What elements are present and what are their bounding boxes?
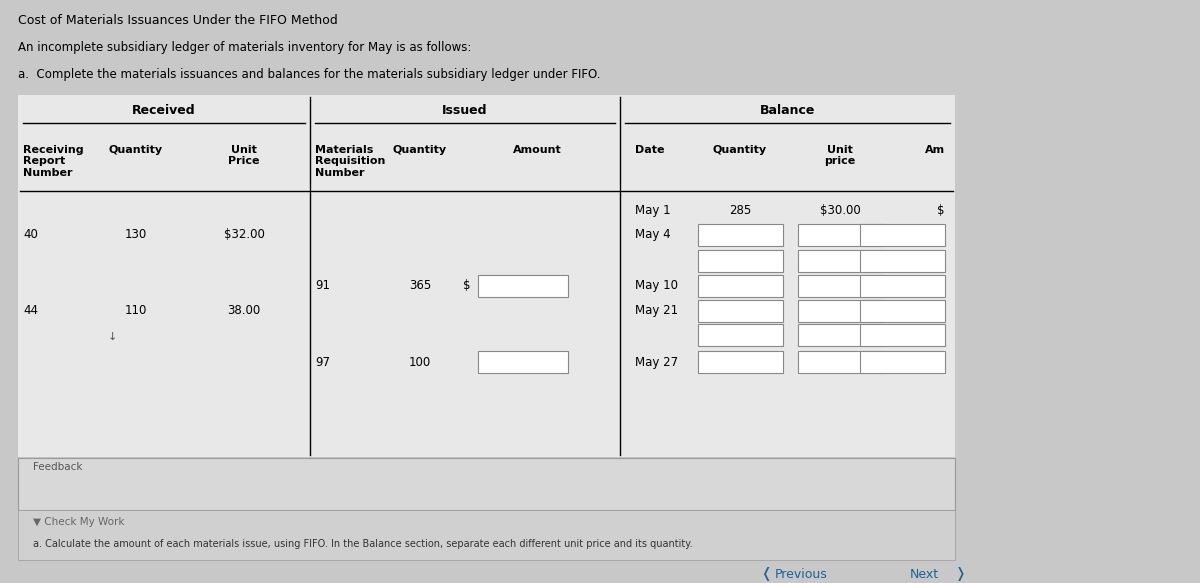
FancyBboxPatch shape <box>478 275 568 297</box>
Text: ▼ Check My Work: ▼ Check My Work <box>32 517 125 527</box>
Text: $30.00: $30.00 <box>820 204 860 217</box>
FancyBboxPatch shape <box>697 324 782 346</box>
FancyBboxPatch shape <box>798 275 882 297</box>
Text: Unit
price: Unit price <box>824 145 856 166</box>
FancyBboxPatch shape <box>697 275 782 297</box>
Text: Amount: Amount <box>514 145 562 155</box>
Text: ❭: ❭ <box>955 567 967 581</box>
FancyBboxPatch shape <box>478 352 568 374</box>
Text: Unit
Price: Unit Price <box>228 145 259 166</box>
FancyBboxPatch shape <box>697 224 782 245</box>
FancyBboxPatch shape <box>860 324 946 346</box>
Text: May 10: May 10 <box>635 279 678 292</box>
Text: 40: 40 <box>23 228 38 241</box>
Text: Cost of Materials Issuances Under the FIFO Method: Cost of Materials Issuances Under the FI… <box>18 15 337 27</box>
Text: a.  Complete the materials issuances and balances for the materials subsidiary l: a. Complete the materials issuances and … <box>18 68 600 82</box>
Text: 285: 285 <box>728 204 751 217</box>
Text: a. Calculate the amount of each materials issue, using FIFO. In the Balance sect: a. Calculate the amount of each material… <box>32 539 692 549</box>
Text: Next: Next <box>910 568 940 581</box>
Text: $: $ <box>463 279 470 292</box>
Text: Issued: Issued <box>443 104 487 117</box>
Text: May 1: May 1 <box>635 204 671 217</box>
Text: 91: 91 <box>314 279 330 292</box>
Text: Receiving
Report
Number: Receiving Report Number <box>23 145 84 178</box>
FancyBboxPatch shape <box>860 352 946 374</box>
FancyBboxPatch shape <box>860 250 946 272</box>
Bar <box>18 510 955 560</box>
Text: 365: 365 <box>409 279 431 292</box>
FancyBboxPatch shape <box>697 250 782 272</box>
Text: 44: 44 <box>23 304 38 317</box>
FancyBboxPatch shape <box>860 224 946 245</box>
Text: Received: Received <box>132 104 196 117</box>
FancyBboxPatch shape <box>860 300 946 322</box>
Text: ↓: ↓ <box>108 332 118 342</box>
Text: Balance: Balance <box>760 104 815 117</box>
Text: 110: 110 <box>125 304 146 317</box>
FancyBboxPatch shape <box>798 300 882 322</box>
Text: Materials
Requisition
Number: Materials Requisition Number <box>314 145 385 178</box>
Text: 38.00: 38.00 <box>227 304 260 317</box>
Text: May 21: May 21 <box>635 304 678 317</box>
FancyBboxPatch shape <box>798 224 882 245</box>
Text: An incomplete subsidiary ledger of materials inventory for May is as follows:: An incomplete subsidiary ledger of mater… <box>18 41 472 54</box>
FancyBboxPatch shape <box>697 352 782 374</box>
Text: Date: Date <box>635 145 665 155</box>
Text: Am: Am <box>925 145 946 155</box>
FancyBboxPatch shape <box>697 300 782 322</box>
Text: Previous: Previous <box>775 568 828 581</box>
Text: 100: 100 <box>409 356 431 369</box>
Text: Quantity: Quantity <box>392 145 448 155</box>
Text: $: $ <box>937 204 946 217</box>
FancyBboxPatch shape <box>798 250 882 272</box>
Text: 97: 97 <box>314 356 330 369</box>
Text: $32.00: $32.00 <box>223 228 264 241</box>
Bar <box>18 95 955 457</box>
Text: May 27: May 27 <box>635 356 678 369</box>
Text: ❬: ❬ <box>760 567 772 581</box>
FancyBboxPatch shape <box>798 352 882 374</box>
FancyBboxPatch shape <box>798 324 882 346</box>
Text: 130: 130 <box>125 228 146 241</box>
Text: Feedback: Feedback <box>32 462 83 472</box>
Text: Quantity: Quantity <box>108 145 162 155</box>
Text: Quantity: Quantity <box>713 145 767 155</box>
Bar <box>18 458 955 510</box>
FancyBboxPatch shape <box>860 275 946 297</box>
Text: May 4: May 4 <box>635 228 671 241</box>
